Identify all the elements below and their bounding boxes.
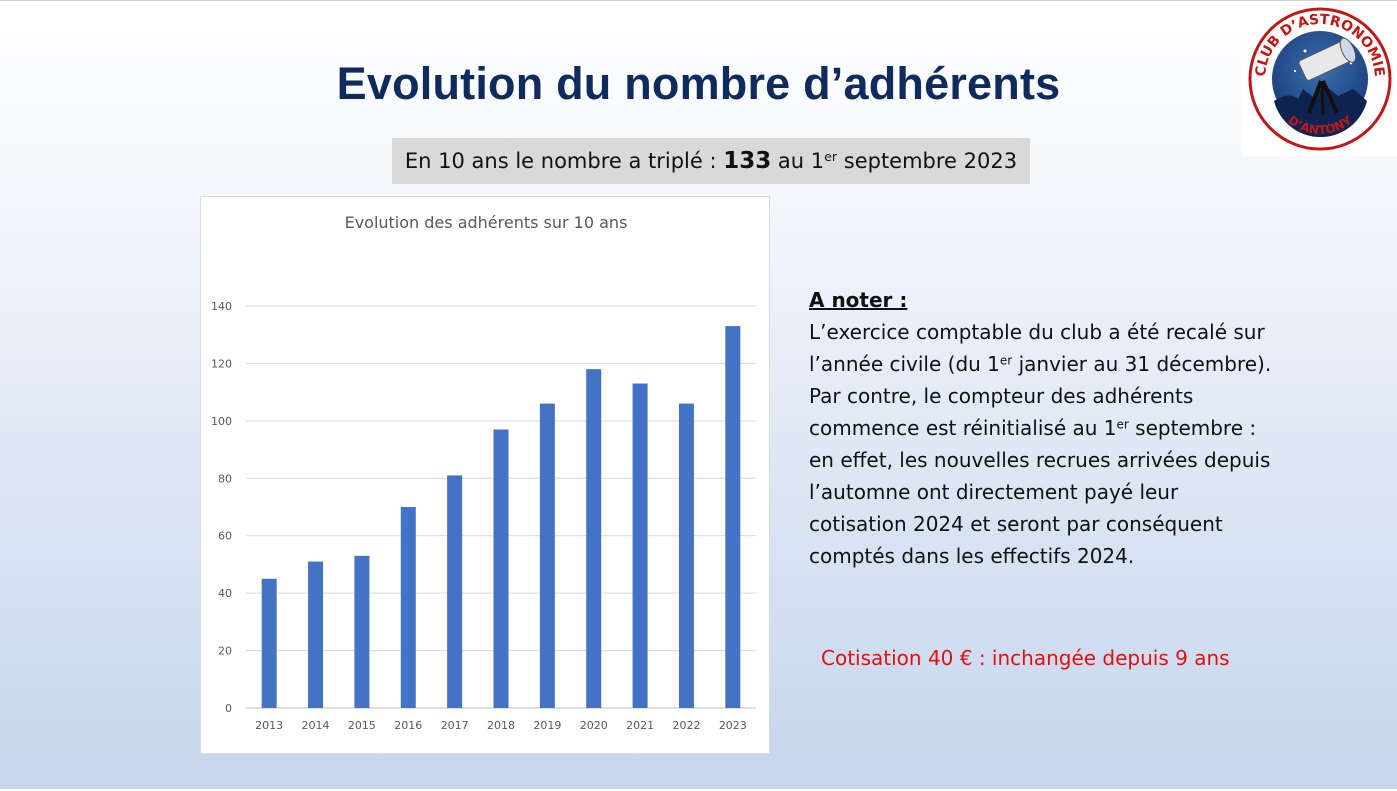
x-tick-label: 2013: [255, 719, 283, 732]
notes-line-5: en effet, les nouvelles recrues arrivées…: [809, 448, 1271, 472]
notes-line-2: l’année civile (du 1er janvier au 31 déc…: [809, 348, 1329, 380]
notes-line-2b: janvier au 31 décembre).: [1012, 352, 1272, 376]
bar-2023: [725, 326, 741, 708]
notes-line-2-sup: er: [999, 353, 1013, 368]
club-logo: CLUB D’ASTRONOMIE D’ANTONY: [1243, 1, 1397, 156]
fee-note: Cotisation 40 € : inchangée depuis 9 ans: [821, 646, 1230, 670]
bar-2015: [354, 555, 370, 708]
x-tick-label: 2018: [487, 719, 515, 732]
bottom-border: [0, 789, 1397, 791]
bar-2020: [586, 369, 602, 708]
bar-2016: [400, 507, 416, 708]
y-tick-label: 120: [211, 357, 232, 370]
x-tick-label: 2023: [719, 719, 747, 732]
top-border: [0, 0, 1397, 1]
y-tick-label: 140: [211, 300, 232, 313]
x-tick-label: 2014: [302, 719, 330, 732]
y-tick-label: 60: [218, 530, 232, 543]
x-tick-label: 2019: [533, 719, 561, 732]
y-tick-label: 20: [218, 645, 232, 658]
notes-line-2a: l’année civile (du 1: [809, 352, 1000, 376]
y-tick-label: 0: [225, 702, 232, 715]
x-tick-label: 2022: [672, 719, 700, 732]
bar-2019: [539, 403, 555, 708]
bar-2017: [447, 475, 463, 708]
notes-line-8: comptés dans les effectifs 2024.: [809, 544, 1135, 568]
bar-chart: Evolution des adhérents sur 10 ans 0 20 40…: [211, 213, 756, 732]
bar-2022: [678, 403, 694, 708]
notes-heading: A noter :: [809, 288, 908, 312]
subtitle-count: 133: [723, 148, 772, 174]
y-tick-label: 80: [218, 472, 232, 485]
subtitle-text-2: au 1: [771, 149, 825, 173]
telescope-icon: CLUB D’ASTRONOMIE D’ANTONY: [1248, 7, 1392, 151]
subtitle-text-3: septembre 2023: [837, 149, 1018, 173]
bar-2018: [493, 429, 509, 708]
x-tick-label: 2021: [626, 719, 654, 732]
x-tick-label: 2016: [394, 719, 422, 732]
chart-panel: Evolution des adhérents sur 10 ans 0 20 40…: [200, 196, 770, 754]
bar-2013: [261, 578, 277, 708]
bar-2021: [632, 383, 648, 708]
notes-line-1: L’exercice comptable du club a été recal…: [809, 320, 1265, 344]
notes-line-4a: commence est réinitialisé au 1: [809, 416, 1117, 440]
y-tick-label: 40: [218, 587, 232, 600]
y-tick-label: 100: [211, 415, 232, 428]
notes-block: A noter : L’exercice comptable du club a…: [809, 284, 1329, 572]
x-tick-label: 2015: [348, 719, 376, 732]
notes-line-7: cotisation 2024 et seront par conséquent: [809, 512, 1223, 536]
notes-line-4-sup: er: [1116, 417, 1129, 432]
chart-title: Evolution des adhérents sur 10 ans: [345, 213, 628, 232]
bar-2014: [308, 561, 324, 708]
subtitle-sup: er: [824, 149, 838, 165]
notes-line-4b: septembre :: [1128, 416, 1257, 440]
slide-title: Evolution du nombre d’adhérents: [336, 58, 1061, 109]
subtitle-box: En 10 ans le nombre a triplé : 133 au 1e…: [392, 138, 1030, 184]
notes-line-3: Par contre, le compteur des adhérents: [809, 384, 1194, 408]
subtitle-text-1: En 10 ans le nombre a triplé :: [404, 149, 724, 173]
notes-line-6: l’automne ont directement payé leur: [809, 480, 1179, 504]
notes-line-4: commence est réinitialisé au 1er septemb…: [809, 412, 1329, 444]
x-tick-label: 2017: [441, 719, 469, 732]
x-tick-label: 2020: [580, 719, 608, 732]
